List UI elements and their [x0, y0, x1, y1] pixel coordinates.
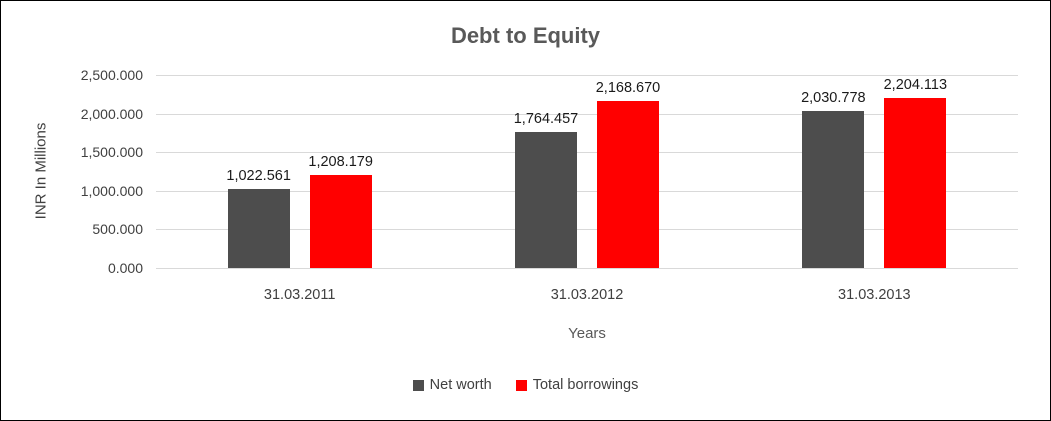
- x-category-label: 31.03.2011: [263, 287, 336, 303]
- data-label: 1,764.457: [513, 110, 579, 127]
- y-tick-label: 1,000.000: [80, 182, 143, 199]
- gridline: [156, 75, 1018, 76]
- gridline: [156, 113, 1018, 115]
- bar-total-borrowings-31.03.2012: [597, 100, 659, 268]
- bar-total-borrowings-31.03.2013: [884, 97, 947, 268]
- x-axis-title: Years: [568, 325, 606, 342]
- y-tick-label: 500.000: [92, 221, 143, 238]
- legend: Net worth Total borrowings: [1, 377, 1050, 393]
- y-axis-ticks: 0.000 500.000 1,000.000 1,500.000 2,000.000 2…: [1, 67, 149, 276]
- chart-title: Debt to Equity: [450, 23, 601, 48]
- gridline: [156, 268, 1018, 269]
- y-tick-label: 1,500.000: [80, 144, 143, 161]
- x-category-label: 31.03.2012: [550, 287, 624, 303]
- data-label: 2,204.113: [883, 76, 948, 93]
- bar-net-worth-31.03.2012: [515, 131, 577, 268]
- legend-item-net-worth: Net worth: [412, 377, 492, 393]
- bar-net-worth-31.03.2013: [802, 111, 865, 268]
- y-tick-label: 0.000: [107, 260, 143, 276]
- legend-item-total-borrowings: Total borrowings: [515, 377, 639, 393]
- bar-total-borrowings-31.03.2011: [309, 174, 372, 268]
- x-category-label: 31.03.2013: [838, 287, 911, 303]
- legend-label: Total borrowings: [532, 377, 639, 393]
- legend-swatch: [412, 379, 424, 391]
- x-axis-categories: 31.03.2011 31.03.2012 31.03.2013: [156, 287, 1018, 307]
- plot-area: 1,022.561 1,208.179 1,764.457 2,168.670 2,03…: [156, 75, 1018, 269]
- gridline: [156, 229, 1018, 231]
- y-tick-label: 2,000.000: [80, 105, 143, 122]
- data-label: 1,208.179: [308, 153, 373, 170]
- gridline: [156, 190, 1018, 192]
- gridline: [156, 152, 1018, 154]
- bar-net-worth-31.03.2011: [227, 189, 290, 268]
- y-tick-label: 2,500.000: [80, 67, 143, 83]
- data-label: 1,022.561: [226, 168, 291, 185]
- legend-label: Net worth: [429, 377, 492, 393]
- data-label: 2,168.670: [595, 79, 661, 96]
- legend-swatch: [515, 379, 527, 391]
- data-label: 2,030.778: [801, 90, 866, 107]
